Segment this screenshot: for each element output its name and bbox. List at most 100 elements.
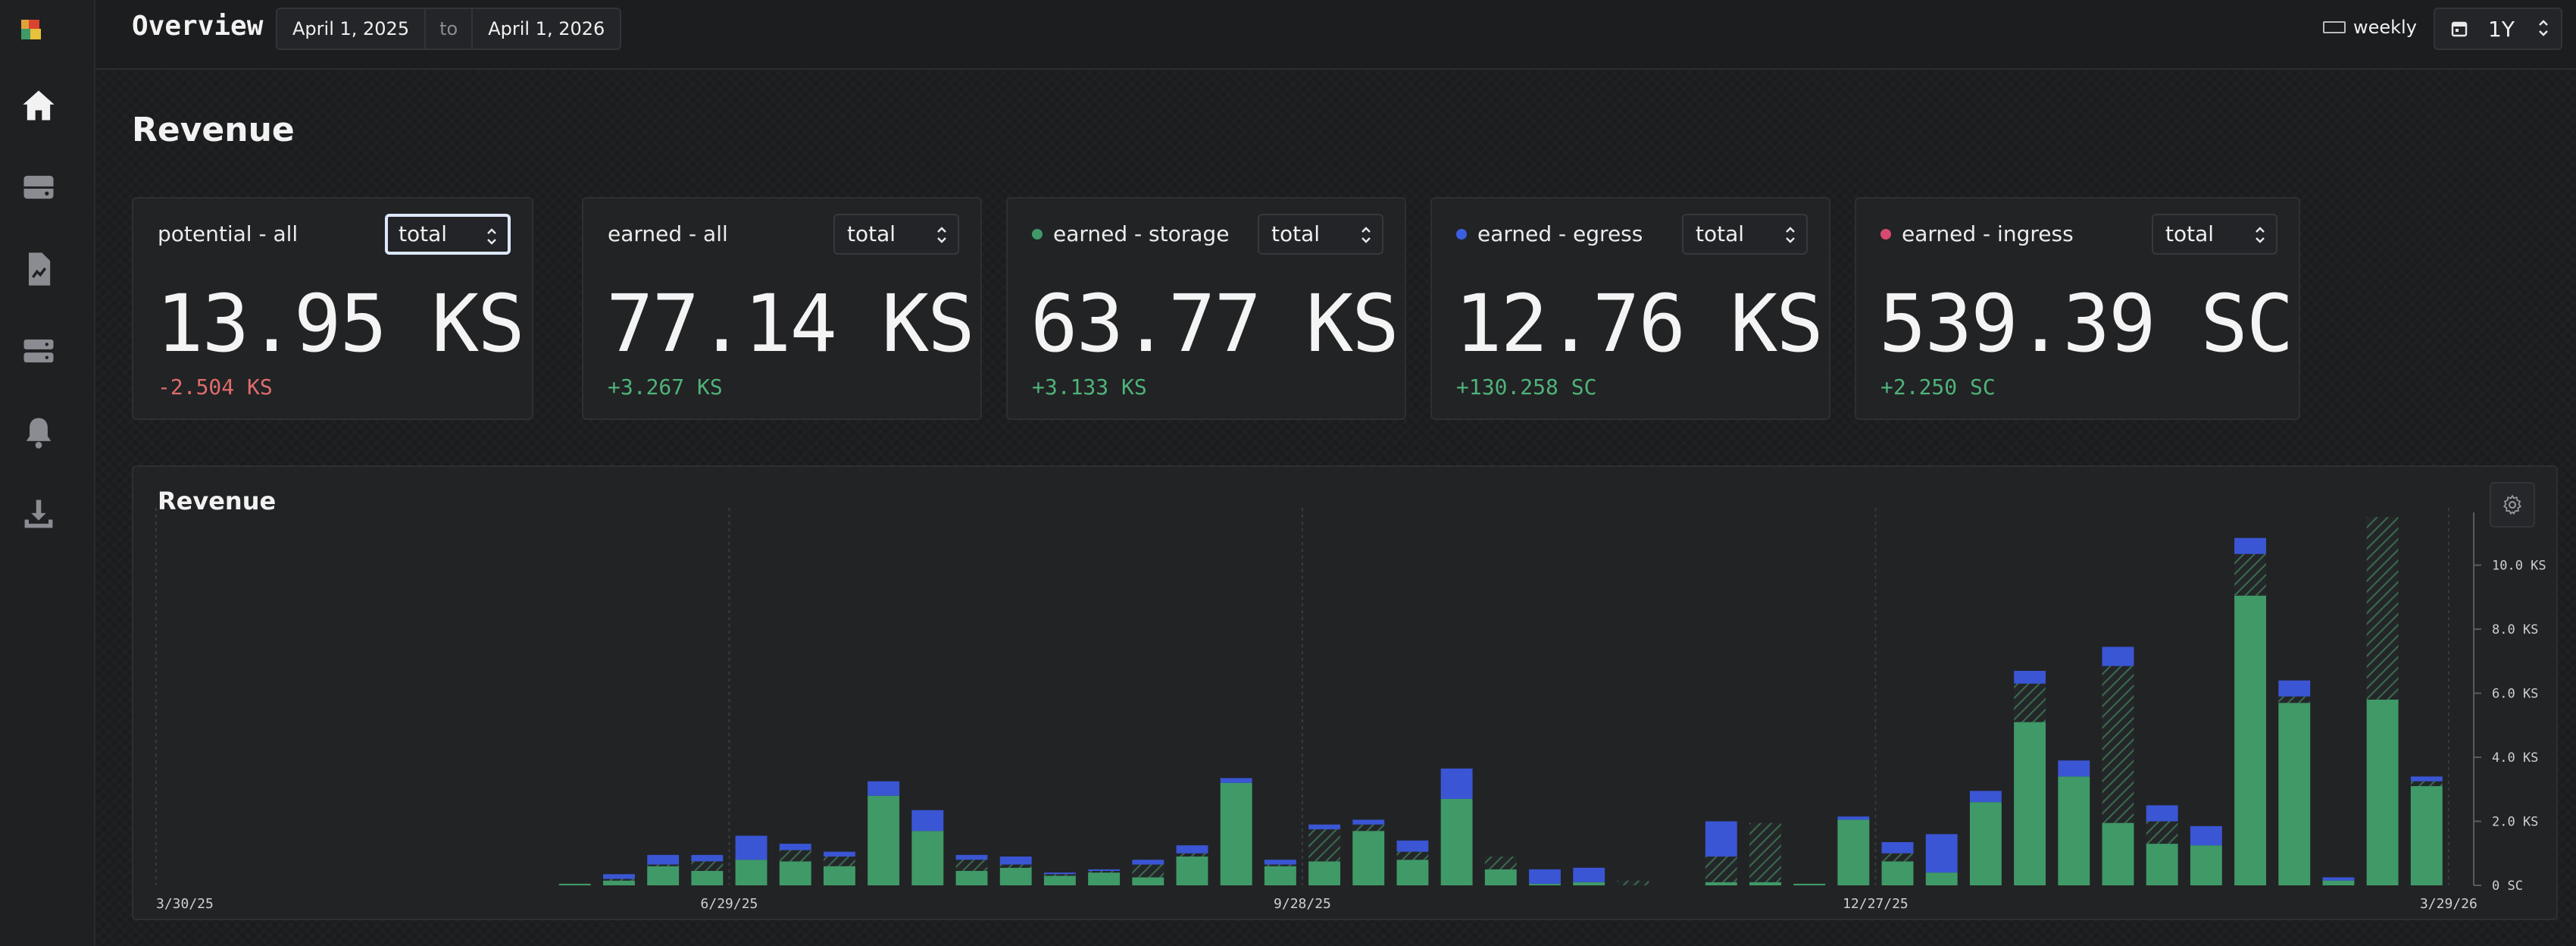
bar-egress bbox=[2058, 760, 2090, 777]
bar-egress bbox=[955, 854, 988, 860]
bar-potential bbox=[2102, 666, 2134, 823]
bar-egress bbox=[1220, 778, 1252, 783]
bar-storage bbox=[647, 866, 680, 885]
bar-egress bbox=[603, 874, 635, 879]
storage-icon[interactable] bbox=[18, 167, 59, 208]
sidebar bbox=[0, 0, 95, 946]
bar-potential bbox=[2366, 517, 2399, 700]
download-icon[interactable] bbox=[18, 494, 59, 535]
chevron-updown-icon bbox=[1786, 227, 1795, 243]
date-to[interactable]: April 1, 2026 bbox=[488, 18, 605, 39]
bar-potential bbox=[779, 850, 811, 862]
bar-storage bbox=[1881, 861, 1914, 885]
card-delta: +130.258 SC bbox=[1456, 374, 1597, 399]
card-aggregate-select[interactable]: total bbox=[1258, 214, 1383, 255]
card-aggregate-select[interactable]: total bbox=[2152, 214, 2277, 255]
bar-potential bbox=[691, 861, 724, 871]
report-icon[interactable] bbox=[18, 249, 59, 290]
bar-egress bbox=[911, 810, 944, 832]
y-tick-label: 4.0 KS bbox=[2492, 750, 2538, 766]
bar-storage bbox=[2410, 786, 2443, 885]
ingress-dot-icon bbox=[1880, 228, 1891, 240]
bar-potential bbox=[1396, 851, 1429, 860]
bar-storage bbox=[1484, 869, 1517, 885]
chart-title: Revenue bbox=[158, 487, 277, 515]
card-aggregate-select[interactable]: total bbox=[1682, 214, 1808, 255]
bar-storage bbox=[691, 870, 724, 885]
bar-storage bbox=[2234, 595, 2266, 885]
chart-settings-button[interactable] bbox=[2490, 482, 2535, 528]
bar-egress bbox=[1088, 869, 1121, 871]
bar-storage bbox=[1132, 877, 1165, 885]
calendar-icon bbox=[2451, 21, 2468, 37]
bar-storage bbox=[1264, 866, 1296, 885]
egress-dot-icon bbox=[1456, 228, 1467, 240]
bar-storage bbox=[735, 860, 767, 885]
card-aggregate-select[interactable]: total bbox=[833, 214, 959, 255]
card-value: 13.95 KS bbox=[156, 277, 525, 370]
home-icon[interactable] bbox=[18, 85, 59, 126]
bar-egress bbox=[1573, 867, 1605, 882]
bar-potential bbox=[2146, 821, 2178, 844]
bar-egress bbox=[2102, 647, 2134, 666]
card-potential-all: potential - all total 13.95 KS -2.504 KS bbox=[132, 197, 533, 420]
top-header: Overview April 1, 2025 to April 1, 2026 … bbox=[95, 0, 2576, 70]
date-from[interactable]: April 1, 2025 bbox=[292, 18, 410, 39]
card-aggregate-select[interactable]: total bbox=[385, 214, 511, 255]
app-logo-icon[interactable] bbox=[21, 20, 45, 44]
bar-potential bbox=[1352, 824, 1385, 832]
bar-storage bbox=[2278, 703, 2311, 885]
chevron-updown-icon bbox=[2256, 227, 2265, 243]
bar-storage bbox=[1176, 856, 1208, 885]
bar-potential bbox=[2014, 683, 2046, 722]
card-title: earned - ingress bbox=[1880, 221, 2074, 246]
bar-potential bbox=[955, 860, 988, 871]
bar-storage bbox=[603, 880, 635, 885]
card-title: earned - egress bbox=[1456, 221, 1643, 246]
card-value: 12.76 KS bbox=[1455, 277, 1824, 370]
bar-egress bbox=[647, 854, 680, 865]
bar-egress bbox=[2014, 670, 2046, 684]
bar-storage bbox=[2322, 880, 2355, 885]
bar-egress bbox=[1043, 872, 1076, 875]
range-select[interactable]: 1Y bbox=[2434, 8, 2562, 50]
bar-storage bbox=[2102, 822, 2134, 885]
card-delta: -2.504 KS bbox=[158, 374, 273, 399]
bar-potential bbox=[647, 864, 680, 866]
date-range-picker[interactable]: April 1, 2025 to April 1, 2026 bbox=[276, 8, 622, 50]
card-title: earned - storage bbox=[1032, 221, 1229, 246]
bar-potential bbox=[2278, 696, 2311, 703]
bar-storage bbox=[824, 866, 855, 885]
main-content: Overview April 1, 2025 to April 1, 2026 … bbox=[95, 0, 2576, 946]
bar-egress bbox=[1176, 845, 1208, 854]
bar-potential bbox=[999, 864, 1032, 868]
bar-storage bbox=[1837, 819, 1870, 885]
card-value: 539.39 SC bbox=[1879, 277, 2294, 370]
bar-egress bbox=[691, 854, 724, 862]
y-tick-label: 8.0 KS bbox=[2492, 622, 2538, 637]
chevron-updown-icon bbox=[2539, 20, 2548, 36]
bar-storage bbox=[2058, 776, 2090, 885]
bar-egress bbox=[1352, 819, 1385, 825]
bar-potential bbox=[824, 856, 855, 866]
bar-egress bbox=[2322, 877, 2355, 881]
card-title: earned - all bbox=[608, 221, 728, 246]
card-title: potential - all bbox=[158, 221, 299, 246]
bell-icon[interactable] bbox=[18, 412, 59, 453]
bar-storage bbox=[2014, 722, 2046, 885]
bar-egress bbox=[779, 844, 811, 850]
range-select-value: 1Y bbox=[2488, 16, 2515, 42]
y-tick-label: 10.0 KS bbox=[2492, 559, 2546, 574]
x-tick-label: 9/28/25 bbox=[1274, 896, 1331, 912]
card-earned-ingress: earned - ingress total 539.39 SC +2.250 … bbox=[1855, 197, 2300, 420]
interval-toggle[interactable]: weekly bbox=[2323, 17, 2417, 38]
revenue-chart: 3/30/25 6/29/25 9/28/25 12/27/25 3/29/26 0 SC… bbox=[155, 508, 2546, 912]
hosts-icon[interactable] bbox=[18, 330, 59, 371]
bar-storage bbox=[1043, 876, 1076, 885]
x-tick-label: 3/30/25 bbox=[156, 896, 214, 912]
bar-egress bbox=[2146, 805, 2178, 822]
bar-egress bbox=[2278, 680, 2311, 697]
bar-storage bbox=[558, 883, 591, 885]
x-tick-label: 3/29/26 bbox=[2420, 896, 2478, 912]
card-value: 63.77 KS bbox=[1030, 277, 1399, 370]
